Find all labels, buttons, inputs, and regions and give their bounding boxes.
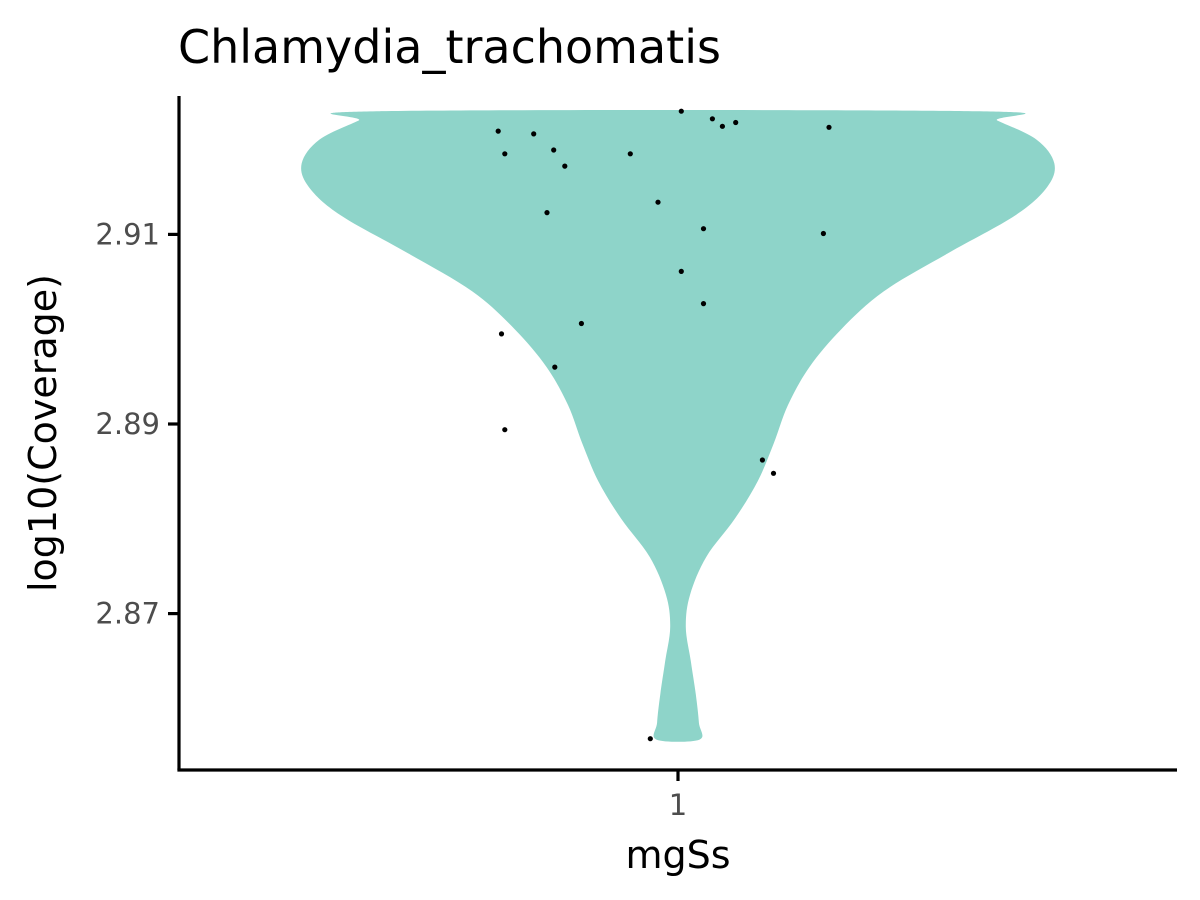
data-point-21 xyxy=(502,427,508,433)
data-point-16 xyxy=(678,268,684,274)
data-point-20 xyxy=(552,364,558,370)
x-axis-title: mgSs xyxy=(625,833,730,877)
data-point-3 xyxy=(733,119,739,126)
data-point-2 xyxy=(709,116,716,122)
data-point-18 xyxy=(578,320,585,327)
y-axis-title: log10(Coverage) xyxy=(21,274,65,592)
violin-layer xyxy=(301,110,1055,742)
data-point-17 xyxy=(700,301,707,307)
violin-body xyxy=(301,110,1055,742)
y-axis-ticks: 2.87 2.89 2.91 xyxy=(95,217,179,631)
data-point-4 xyxy=(719,123,726,129)
data-point-11 xyxy=(562,163,568,169)
data-point-8 xyxy=(551,147,557,153)
data-point-23 xyxy=(770,470,777,476)
data-point-13 xyxy=(544,210,550,216)
data-point-14 xyxy=(700,226,707,232)
data-point-5 xyxy=(826,124,832,130)
data-point-12 xyxy=(655,199,661,205)
data-point-7 xyxy=(531,131,537,137)
data-point-6 xyxy=(495,128,501,134)
points-layer xyxy=(495,108,832,742)
chart-title: Chlamydia_trachomatis xyxy=(178,20,721,74)
y-tick-label: 2.91 xyxy=(95,217,160,251)
y-tick-label: 2.87 xyxy=(95,597,160,631)
data-point-15 xyxy=(820,230,827,237)
data-point-19 xyxy=(498,331,505,337)
y-tick-label: 2.89 xyxy=(95,407,160,441)
data-point-24 xyxy=(647,736,653,742)
data-point-22 xyxy=(759,457,766,463)
x-tick-label: 1 xyxy=(669,788,687,822)
data-point-9 xyxy=(502,151,508,157)
x-axis-ticks: 1 xyxy=(669,770,687,822)
data-point-1 xyxy=(678,108,684,114)
data-point-10 xyxy=(627,151,633,157)
